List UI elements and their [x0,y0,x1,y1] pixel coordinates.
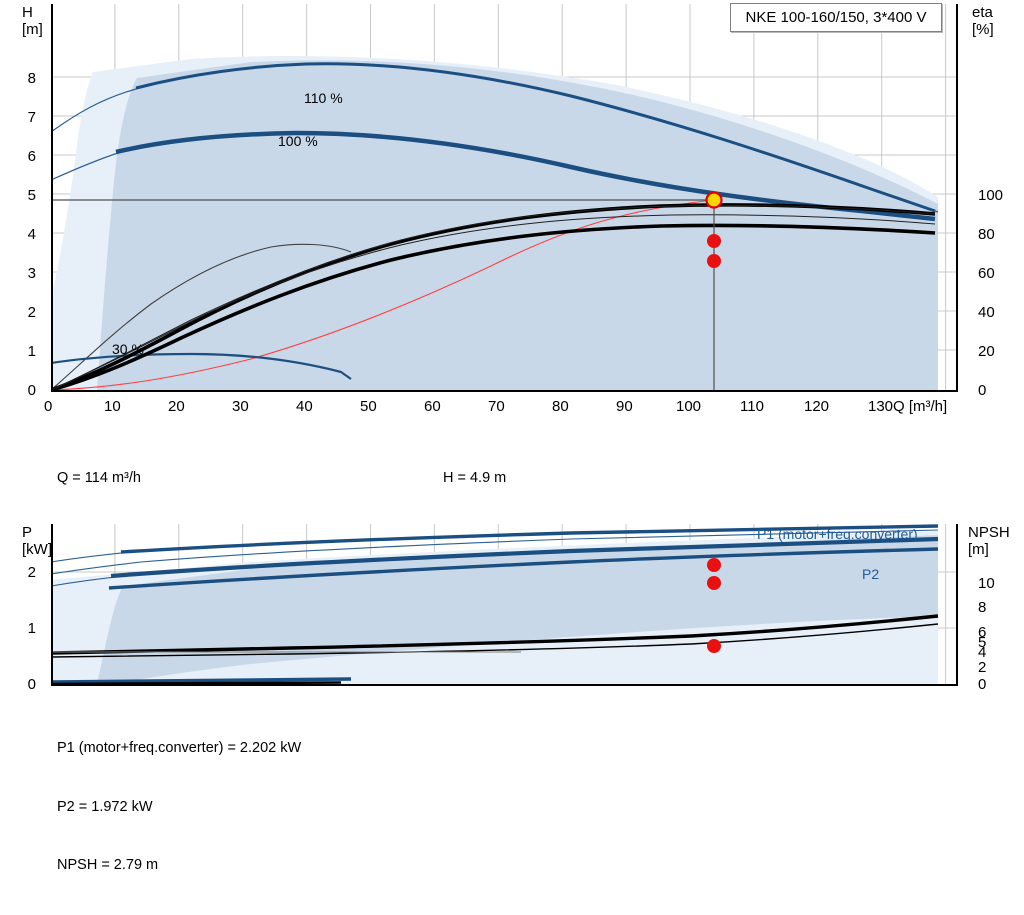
p-tick-0: 0 [27,676,36,693]
label-100-percent: 100 % [278,133,318,149]
h-curve-100-thin [51,151,122,181]
p1-curve [120,524,939,554]
q-tick-40: 40 [296,398,313,415]
pump-model-label: NKE 100-160/150, 3*400 V [745,9,927,26]
h-tick-7: 7 [27,109,36,126]
eta-tick-100: 100 [978,187,1004,204]
system-curve [51,199,715,390]
npsh-tick-8: 8 [978,599,987,616]
q-tick-80: 80 [552,398,569,415]
h-tick-4: 4 [27,226,36,243]
top-chart-y-left-title: H [m] [22,4,43,38]
p2-duty-marker [707,576,721,590]
power-npsh-svg [51,524,958,686]
npsh-tick-10: 10 [978,575,995,592]
info-p2: P2 = 1.972 kW [57,798,153,815]
q-tick-100: 100 [676,398,702,415]
q-tick-10: 10 [104,398,121,415]
h-tick-3: 3 [27,265,36,282]
eta-tick-80: 80 [978,226,995,243]
h-tick-8: 8 [27,70,36,87]
p1-thin-mid [51,529,939,575]
info-p1: P1 (motor+freq.converter) = 2.202 kW [57,740,302,756]
head-efficiency-svg [51,4,958,390]
p-tick-2: 2 [27,564,36,581]
q-tick-0: 0 [44,398,53,415]
h-tick-6: 6 [27,148,36,165]
q-axis-title: Q [m³/h] [893,398,948,415]
q-tick-30: 30 [232,398,249,415]
q-tick-110: 110 [740,398,764,415]
npsh-tick-5: 5 [978,634,987,651]
p2-curve [108,547,939,590]
npsh-tick-4: 4 [978,644,987,661]
p1-curve-thick [110,536,939,579]
p-tick-1: 1 [27,620,36,637]
q-tick-120: 120 [804,398,830,415]
legend-p2: P2 [862,566,880,582]
pump-model-title: NKE 100-160/150, 3*400 V [730,3,942,32]
h-curve-110 [135,62,936,213]
h-tick-5: 5 [27,187,36,204]
h-tick-1: 1 [27,343,36,360]
top-right-axis [956,4,959,392]
h-curve-30 [51,352,352,380]
eta-total-curve [51,223,936,390]
q-tick-130: 130 [868,398,894,415]
h-curve-100 [115,130,936,222]
info-q: Q = 114 m³/h [57,470,141,486]
q-tick-90: 90 [616,398,633,415]
info-h: H = 4.9 m [443,470,507,486]
bottom-chart-y-left-title: P [kW] [22,524,52,558]
h-tick-2: 2 [27,304,36,321]
top-left-axis [51,4,53,392]
q-tick-70: 70 [488,398,505,415]
eta-tick-40: 40 [978,304,995,321]
bottom-x-axis [51,684,958,686]
npsh-duty-marker [707,639,721,653]
head-efficiency-chart [51,4,958,390]
npsh-curve [51,614,939,655]
duty-point-marker [705,191,723,209]
eta-pump-marker [707,234,721,248]
info-bottom-block: P1 (motor+freq.converter) = 2.202 kW P2 … [57,700,301,915]
eta-curve-30 [51,243,352,390]
info-npsh: NPSH = 2.79 m [57,857,159,873]
bottom-left-axis [51,524,53,686]
eta-pump-curve [51,203,936,390]
q-tick-20: 20 [168,398,185,415]
eta-tick-20: 20 [978,343,995,360]
power-npsh-chart [51,524,958,686]
h-tick-0: 0 [27,382,36,399]
p1-duty-marker [707,558,721,572]
top-x-axis [51,390,958,392]
q-tick-60: 60 [424,398,441,415]
eta-pump-curve-thin [51,204,936,390]
eta-tick-0: 0 [978,382,987,399]
npsh-tick-2: 2 [978,659,987,676]
npsh-tick-0: 0 [978,676,987,693]
eta-total-marker [707,254,721,268]
npsh-curve-thin [51,623,939,658]
bottom-right-axis [956,524,959,686]
q-tick-50: 50 [360,398,377,415]
legend-p1: P1 (motor+freq.converter) [757,526,918,542]
label-30-percent: 30 % [112,341,144,357]
bottom-chart-y-right-title: NPSH [m] [968,524,1010,558]
p1-curve-30 [51,677,352,684]
top-chart-y-right-title: eta [%] [972,4,994,38]
eta-total-curve-thin [51,214,936,390]
npsh-tick-6: 6 [978,624,987,641]
label-110-percent: 110 % [304,90,343,106]
pump-curve-page: NKE 100-160/150, 3*400 V H [m] eta [%] 8… [22,3,1010,873]
p2-curve-30 [51,681,342,686]
eta-tick-60: 60 [978,265,995,282]
